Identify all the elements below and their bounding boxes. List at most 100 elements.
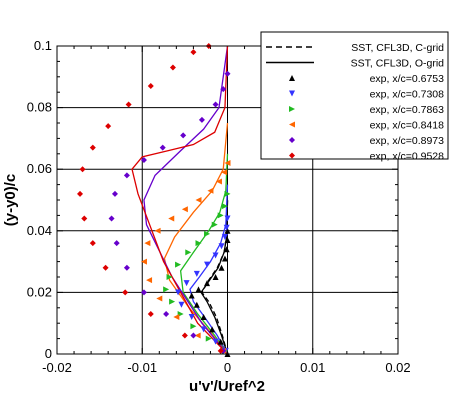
data-point [195,197,202,203]
x-tick-label: -0.01 [127,360,157,375]
data-point [111,190,118,197]
data-point [193,270,200,277]
data-point [77,190,84,197]
y-tick-label: 0.06 [27,161,52,176]
y-tick-labels: 0 0.02 0.04 0.06 0.08 0.1 [27,38,52,361]
legend-marker [289,121,295,128]
data-point [223,246,230,253]
data-point [183,280,190,287]
data-point [147,310,154,317]
data-point [173,314,180,321]
data-point [200,326,207,333]
series-line [131,45,229,355]
data-point [181,206,188,213]
data-point [204,230,211,237]
data-point [217,338,224,345]
data-point [163,286,170,293]
data-point [221,233,228,240]
data-point [221,203,228,210]
data-point [221,255,228,262]
y-tick-label: 0 [45,346,52,361]
data-point [169,64,176,71]
data-point [218,243,225,250]
data-point [212,338,219,345]
data-point [159,144,166,151]
legend-marker [289,137,295,143]
data-point [217,347,224,354]
data-point [180,132,187,139]
data-point [178,301,185,308]
x-tick-label: 0.01 [300,360,325,375]
data-point [122,289,129,296]
x-tick-label: -0.02 [42,360,72,375]
data-point [218,264,225,271]
data-point [224,227,231,234]
data-point [212,101,219,108]
y-tick-label: 0.08 [27,100,52,115]
data-point [175,289,182,296]
data-point [209,326,216,333]
data-point [211,221,218,228]
x-tick-label: 0.02 [385,360,410,375]
data-point [140,258,147,265]
data-point [147,83,154,90]
data-point [195,240,202,247]
x-axis-label: u'v'/Uref^2 [189,378,265,395]
data-point [204,261,211,268]
data-point [221,169,228,176]
data-point [224,70,231,77]
legend-label: SST, CFL3D, C-grid [351,42,444,54]
series-line [189,184,229,355]
y-tick-label: 0.1 [34,38,52,53]
data-point [185,249,192,256]
data-point [89,240,96,247]
data-point [205,335,212,342]
markers-layer [77,43,231,357]
legend-marker [289,75,295,81]
data-point [163,310,170,317]
data-point [140,289,147,296]
data-point [144,240,151,247]
data-point [212,274,219,280]
series-layer [131,45,229,355]
data-point [194,332,201,339]
y-tick-label: 0.02 [27,284,52,299]
data-point [168,215,175,222]
data-point [169,298,176,305]
data-point [123,264,130,271]
y-tick-label: 0.04 [27,223,52,238]
legend-label: exp, x/c=0.7863 [370,104,445,116]
data-point [113,240,120,247]
data-point [105,123,112,130]
data-point [175,261,182,268]
data-point [190,323,197,330]
data-point [200,314,207,321]
data-point [224,190,231,197]
data-point [190,332,197,339]
legend-label: exp, x/c=0.8973 [370,135,445,147]
data-point [166,274,173,280]
data-point [220,86,227,93]
data-point [154,227,161,234]
legend-label: exp, x/c=0.9528 [370,151,445,163]
legend-marker [289,106,295,112]
data-point [212,252,219,259]
data-point [146,277,153,284]
legend-label: exp, x/c=0.6753 [370,73,445,85]
data-point [224,237,231,244]
data-point [224,215,231,222]
data-point [204,280,211,287]
x-tick-labels: -0.02 -0.01 0 0.01 0.02 [42,360,410,375]
data-point [190,49,197,56]
data-point [188,292,195,299]
legend-label: exp, x/c=0.7308 [370,89,445,101]
legend-marker [289,90,295,97]
data-point [223,224,230,231]
data-point [181,332,188,339]
series-line [143,45,229,355]
data-point [89,144,96,151]
data-point [195,286,202,293]
data-point [215,178,222,185]
legend: SST, CFL3D, C-grid SST, CFL3D, O-grid exp,… [260,31,449,163]
